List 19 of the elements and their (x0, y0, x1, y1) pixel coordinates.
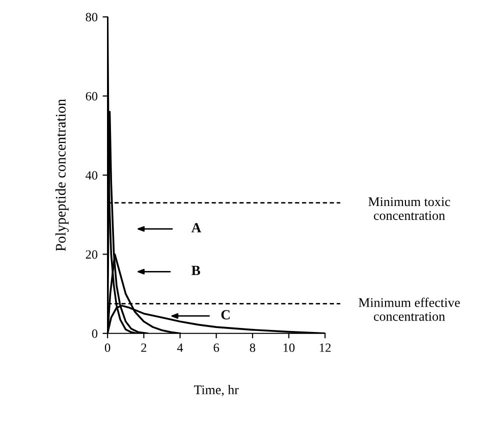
x-tick-label: 4 (177, 344, 183, 352)
y-axis-title: Polypeptide concentration (55, 99, 69, 252)
ref-line-label: Minimum effective concentration (358, 298, 460, 321)
x-tick-label: 10 (284, 343, 295, 352)
x-tick-label: 6 (214, 344, 220, 352)
annotation: C (221, 310, 230, 320)
y-tick-label: 40 (86, 171, 98, 180)
y-tick-label: 20 (86, 250, 98, 259)
x-tick-label: 12 (320, 344, 331, 352)
y-tick-label: 60 (86, 92, 98, 100)
x-tick-label: 0 (104, 343, 110, 352)
y-tick-label: 0 (92, 329, 98, 338)
x-tick-label: 2 (141, 344, 146, 352)
y-tick-label: 80 (86, 12, 98, 22)
x-axis-title: Time, hr (194, 384, 239, 396)
ref-line-label: Minimum toxic concentration (368, 197, 450, 220)
annotation: B (192, 266, 200, 276)
x-tick-label: 8 (250, 343, 256, 352)
annotation: A (191, 223, 202, 232)
